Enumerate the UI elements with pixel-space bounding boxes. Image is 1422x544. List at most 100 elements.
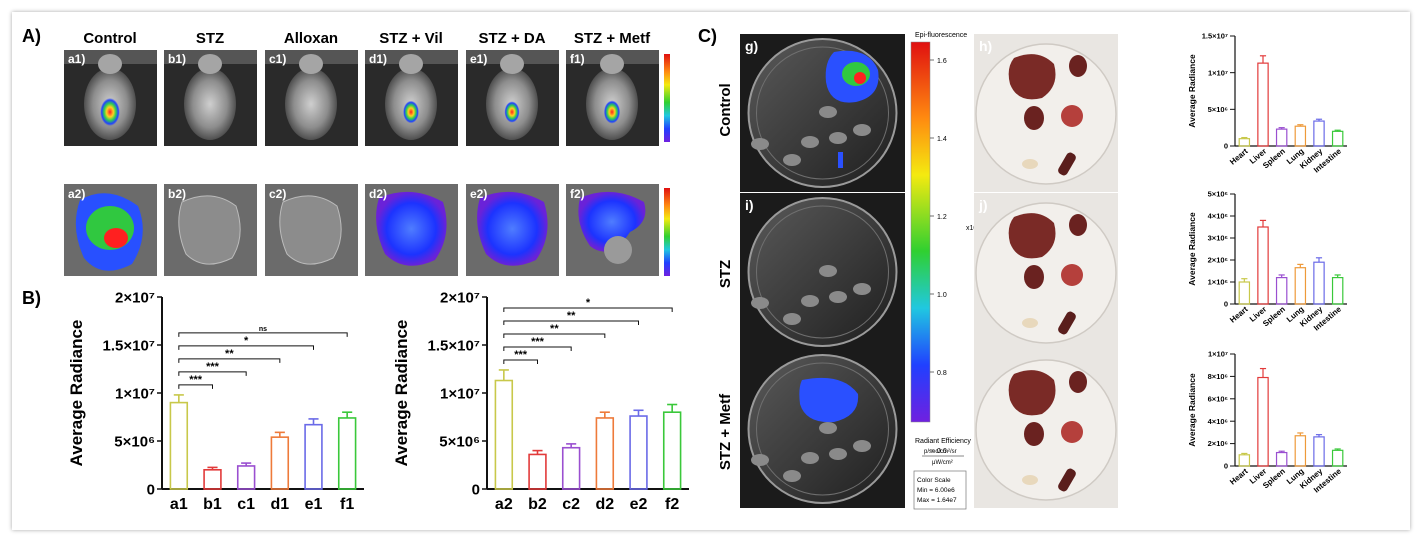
y-tick-label: 6×10⁶ [1208,394,1228,403]
x-tick-label: c1 [237,496,255,513]
significance-bracket [503,320,639,325]
x-tick-label: d2 [595,496,614,513]
mouse-head [198,54,222,74]
kidney-photo [1024,422,1044,446]
mouse-head [600,54,624,74]
group-header-stz-vil: STZ + Vil [379,30,443,47]
image-label: e1) [470,52,487,66]
organ-in-dish [829,448,847,460]
lung-photo [1061,421,1083,443]
liver-photo [1008,370,1056,416]
significance-label: ** [550,323,559,335]
image-label: c2) [269,187,286,201]
bar-Kidney [1313,436,1325,467]
color-scale-box [913,470,967,510]
y-tick-label: 1.5×10⁷ [428,337,481,354]
lung-photo [1061,264,1083,286]
kidney-photo [1024,106,1044,130]
figure-frame: A) B) C) Control STZ Alloxan STZ + Vil S… [12,12,1410,530]
image-label: d2) [369,187,387,201]
panel-b-label: B) [22,288,41,308]
x-tick-label: f2 [665,496,679,513]
fluorescence-signal [504,101,520,123]
significance-label: * [586,297,591,309]
bar-Liver [1257,226,1269,305]
organ-in-dish [819,106,837,118]
bar-Spleen [1275,277,1288,305]
scale-tick-label: 1.6 [937,58,947,65]
chart-b-right: 0 5×10⁶ 1×10⁷ 1.5×10⁷ 2×10⁷ Average Radiance a… [392,289,689,513]
image-label: a2) [68,187,85,201]
color-scale-title: Color Scale [917,477,951,484]
bar-e1 [304,423,323,490]
fluorescence-signal [100,98,120,126]
x-tick-label: e1 [305,496,323,513]
y-tick-label: 5×10⁶ [439,433,480,450]
c-row-label-stz: STZ [717,260,734,288]
bar-Spleen [1275,128,1288,147]
organ-shape [279,195,342,265]
x-tick-label: a2 [495,496,513,513]
y-tick-label: 2×10⁷ [440,289,480,306]
scale-tick-label: 1.4 [937,136,947,143]
liver-photo [1008,213,1056,259]
significance-bracket [503,346,572,351]
bar-c1 [236,465,256,490]
y-tick-label: 5×10⁶ [114,433,155,450]
organ-images: a2) b2) c2) d2) e2) f2) [64,184,659,276]
row2-colorbar [664,188,670,276]
significance-label: * [244,335,249,347]
image-label: c1) [269,52,286,66]
dish-label: i) [745,197,754,213]
bar-f1 [337,417,357,490]
significance-label: *** [206,361,220,373]
intestine-photo [1022,159,1038,169]
organ-in-dish [783,470,801,482]
x-tick-label: b2 [528,496,547,513]
scale-tick-label: 1.2 [937,214,947,221]
bar-f2 [662,411,682,490]
group-header-control: Control [83,30,136,47]
bar-c2 [561,446,581,490]
organ-in-dish [853,440,871,452]
scale-unit-line1: Radiant Efficiency [915,438,971,445]
organ-in-dish [819,422,837,434]
significance-label: ** [225,348,234,360]
x-tick-label: c2 [562,496,580,513]
significance-label: ns [259,326,267,333]
organ-in-dish [751,454,769,466]
image-label: b2) [168,187,186,201]
y-axis-label: Average Radiance [1187,212,1197,286]
organ-in-dish [853,283,871,295]
spleen-photo [1058,152,1076,176]
whole-body-images: a1) b1) c1) d1) e1) f1) [64,50,659,146]
bar-a2 [494,379,514,490]
y-tick-label: 1×10⁷ [1208,350,1228,359]
organ-in-dish [829,132,847,144]
mouse-head [98,54,122,74]
scale-unit-line2: p/sec/cm²/sr [924,449,957,455]
bar-b1 [203,468,222,490]
chart-b-left: 0 5×10⁶ 1×10⁷ 1.5×10⁷ 2×10⁷ Average Radiance a… [67,289,364,513]
y-tick-label: 1.5×10⁷ [103,337,156,354]
image-label: f1) [570,52,585,66]
significance-label: *** [531,336,545,348]
y-tick-label: 5×10⁶ [1208,105,1228,114]
spleen-photo [1058,311,1076,335]
y-tick-label: 5×10⁶ [1208,190,1228,199]
y-tick-label: 0 [147,481,155,498]
bar-Kidney [1313,120,1325,147]
y-tick-label: 1.5×10⁷ [1202,32,1228,41]
row1-colorbar [664,54,670,142]
fluorescence-signal [403,100,419,124]
organ-signal-red [104,228,128,248]
scale-tick-label: 0.8 [937,370,947,377]
heart-photo [1069,55,1087,77]
y-tick-label: 4×10⁶ [1208,417,1228,426]
organ-in-dish [751,138,769,150]
organ-in-dish [819,265,837,277]
x-tick-label: Heart [1228,146,1250,166]
organ-in-dish [801,295,819,307]
scale-gradient [910,41,931,423]
y-axis-label: Average Radiance [67,320,86,467]
